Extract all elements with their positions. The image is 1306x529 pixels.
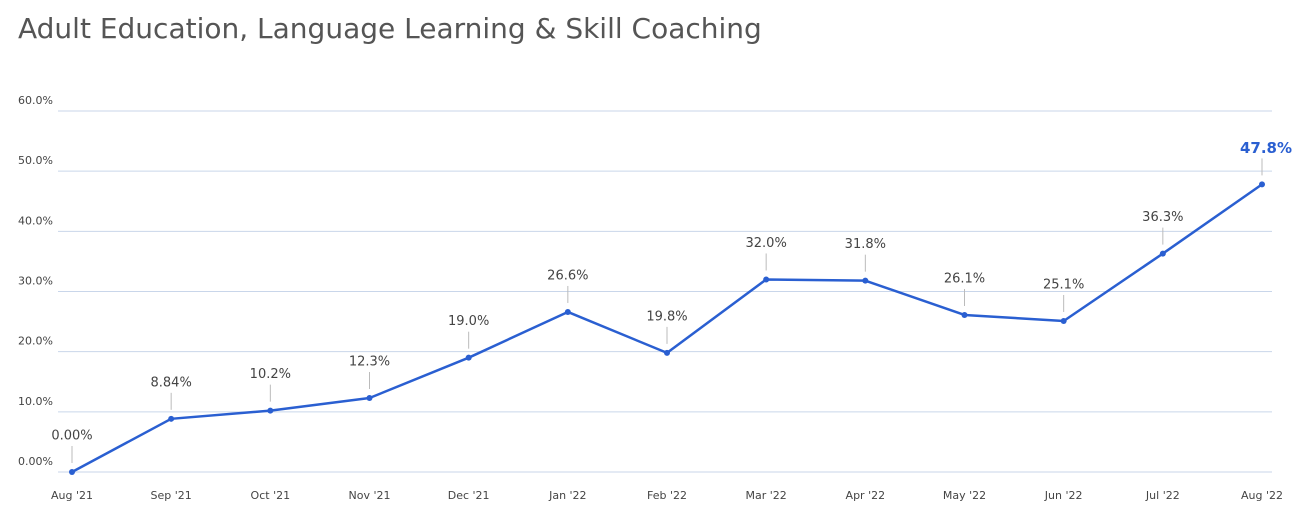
x-tick-label: Dec '21	[448, 489, 490, 502]
y-tick-label: 20.0%	[18, 335, 53, 348]
point	[961, 311, 968, 318]
point	[465, 354, 472, 361]
point	[1259, 181, 1265, 188]
value-label: 47.8%	[1240, 139, 1292, 157]
point	[366, 394, 373, 401]
point	[763, 276, 770, 283]
y-tick-label: 10.0%	[18, 395, 53, 408]
chart-title: Adult Education, Language Learning & Ski…	[18, 12, 762, 45]
x-tick-label: Oct '21	[251, 489, 291, 502]
value-label: 8.84%	[151, 375, 192, 390]
point	[862, 277, 869, 284]
value-label: 19.0%	[448, 314, 489, 329]
y-tick-label: 50.0%	[18, 154, 53, 167]
y-tick-label: 0.00%	[18, 455, 53, 468]
value-label: 36.3%	[1142, 210, 1183, 225]
value-label: 31.8%	[845, 237, 886, 252]
value-label: 25.1%	[1043, 277, 1084, 292]
value-label: 19.8%	[646, 309, 687, 324]
x-tick-label: Sep '21	[151, 489, 192, 502]
x-tick-label: Jan '22	[548, 489, 586, 502]
x-tick-label: May '22	[943, 489, 986, 502]
y-tick-label: 60.0%	[18, 94, 53, 107]
x-tick-label: Aug '22	[1241, 489, 1283, 502]
value-label: 12.3%	[349, 354, 390, 369]
x-tick-label: Apr '22	[846, 489, 886, 502]
x-tick-label: Feb '22	[647, 489, 687, 502]
point	[267, 407, 274, 414]
value-label: 10.2%	[250, 367, 291, 382]
y-tick-label: 40.0%	[18, 214, 53, 227]
value-label: 32.0%	[746, 236, 787, 251]
y-tick-label: 30.0%	[18, 275, 53, 288]
point	[168, 415, 175, 422]
point	[564, 308, 571, 315]
point	[1159, 250, 1166, 257]
x-tick-label: Aug '21	[51, 489, 93, 502]
x-tick-label: Mar '22	[746, 489, 787, 502]
point	[69, 469, 75, 475]
x-tick-label: Jun '22	[1044, 489, 1083, 502]
x-tick-label: Nov '21	[349, 489, 391, 502]
value-label: 26.1%	[944, 271, 985, 286]
point	[664, 349, 670, 356]
value-label: 26.6%	[547, 268, 588, 283]
value-label: 0.00%	[51, 429, 92, 444]
point	[1060, 317, 1067, 324]
x-tick-label: Jul '22	[1145, 489, 1180, 502]
